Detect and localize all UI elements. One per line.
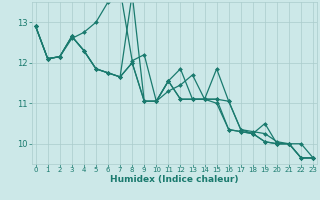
X-axis label: Humidex (Indice chaleur): Humidex (Indice chaleur) [110, 175, 239, 184]
